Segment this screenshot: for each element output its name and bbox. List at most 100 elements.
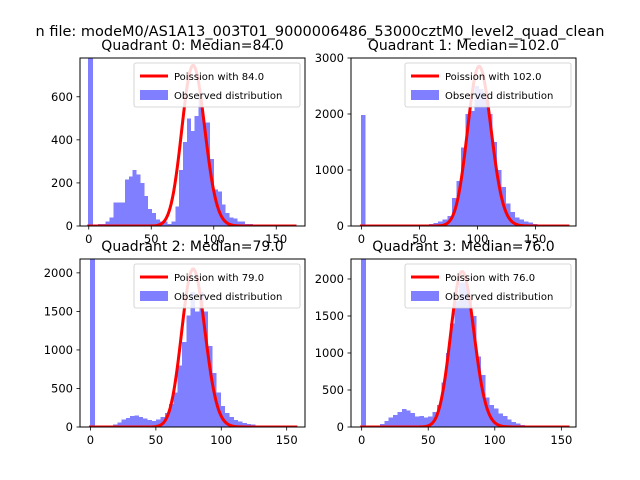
hist-bar [480, 375, 486, 427]
y-tick-label: 0 [66, 219, 73, 233]
legend-hist-label: Observed distribution [445, 91, 553, 102]
x-tick-label: 150 [265, 232, 287, 246]
legend-fit-label: Poission with 76.0 [445, 273, 535, 284]
hist-bar [147, 420, 152, 427]
hist-bar [410, 412, 416, 427]
hist-bar [465, 114, 470, 226]
hist-bar [229, 217, 234, 226]
hist-bar [171, 221, 176, 226]
y-tick-label: 1000 [315, 163, 344, 177]
hist-bar [442, 219, 448, 226]
legend-hist-swatch [411, 291, 439, 301]
hist-bar [117, 422, 122, 427]
hist-bar [229, 416, 234, 427]
legend-hist-label: Observed distribution [445, 292, 553, 303]
legend-fit-label: Poission with 102.0 [445, 72, 541, 83]
hist-bar [233, 218, 238, 226]
legend-hist-label: Observed distribution [174, 292, 282, 303]
hist-bar [151, 420, 157, 427]
hist-bar [225, 413, 230, 427]
legend-hist-label: Observed distribution [174, 91, 282, 102]
hist-bar [463, 282, 468, 427]
figure-title: n file: modeM0/AS1A13_003T01_9000006486_… [36, 24, 605, 40]
hist-bar [156, 419, 161, 427]
hist-bar [214, 189, 218, 226]
hist-bar [241, 221, 245, 226]
hist-bar [242, 423, 247, 427]
x-tick-label: 0 [87, 433, 94, 447]
legend-box [133, 62, 301, 108]
hist-bar [117, 202, 121, 226]
hist-bar [124, 179, 129, 226]
hist-bar [360, 115, 366, 226]
subplot-title: Quadrant 0: Median=84.0 [101, 38, 283, 54]
hist-bar [140, 182, 145, 226]
x-tick-label: 0 [358, 232, 365, 246]
legend: Poission with 84.0 Observed distribution [133, 62, 301, 108]
hist-bar [194, 116, 199, 226]
hist-bar [167, 223, 172, 226]
legend: Poission with 76.0 Observed distribution [404, 263, 572, 309]
hist-bar [190, 131, 195, 226]
hist-bar [483, 94, 488, 226]
legend: Poission with 79.0 Observed distribution [133, 263, 301, 309]
hist-bar [360, 259, 367, 427]
hist-bar [497, 170, 502, 226]
hist-bar [515, 217, 520, 226]
hist-bar [460, 147, 466, 226]
hist-bar [206, 122, 211, 226]
hist-bar [105, 221, 110, 226]
hist-bar [203, 311, 208, 427]
subplot-quadrant-0: 0 50 100 150 0 200 400 600 Quadrant 0: Median=84… [51, 38, 306, 246]
hist-bar [438, 221, 443, 226]
hist-bar [169, 403, 174, 427]
hist-bar [524, 221, 529, 226]
hist-bar [233, 420, 239, 427]
y-tick-label: 500 [51, 381, 73, 395]
hist-bar [88, 58, 93, 226]
hist-bar [511, 421, 517, 427]
hist-bar [428, 416, 433, 427]
hist-bar [136, 174, 141, 226]
hist-bar [237, 221, 242, 226]
hist-bar [182, 342, 187, 427]
hist-bar [456, 181, 461, 226]
hist-bar [516, 423, 521, 427]
legend-hist-swatch [140, 90, 168, 100]
hist-bar [177, 365, 183, 427]
hist-bar [190, 292, 195, 427]
hist-bar [445, 352, 451, 427]
hist-bar [179, 170, 183, 226]
hist-bar [238, 421, 243, 427]
hist-bar [472, 315, 477, 427]
hist-bar [487, 114, 493, 226]
hist-bar [401, 409, 407, 427]
hist-bar [498, 413, 503, 427]
y-tick-label: 200 [51, 176, 73, 190]
y-tick-label: 2000 [315, 107, 344, 121]
hist-bar [183, 142, 187, 226]
hist-bar [128, 176, 133, 226]
hist-bar [143, 418, 148, 427]
hist-bar [419, 415, 424, 427]
hist-bar [125, 417, 131, 427]
hist-bar [134, 415, 139, 427]
hist-bar [138, 416, 144, 427]
hist-bar [388, 417, 394, 427]
hist-bar [186, 118, 191, 226]
hist-bar [502, 415, 508, 427]
hist-bar [519, 219, 525, 226]
y-tick-label: 2000 [315, 272, 344, 286]
x-tick-label: 150 [524, 232, 546, 246]
x-tick-label: 150 [550, 433, 572, 447]
y-tick-label: 0 [337, 420, 344, 434]
axes-frame [79, 57, 306, 227]
hist-bar [450, 323, 455, 427]
legend-box [404, 62, 572, 108]
y-tick-label: 3000 [315, 51, 344, 65]
hist-bar [494, 408, 499, 427]
hist-bar [175, 206, 180, 226]
hist-bar [89, 259, 95, 427]
